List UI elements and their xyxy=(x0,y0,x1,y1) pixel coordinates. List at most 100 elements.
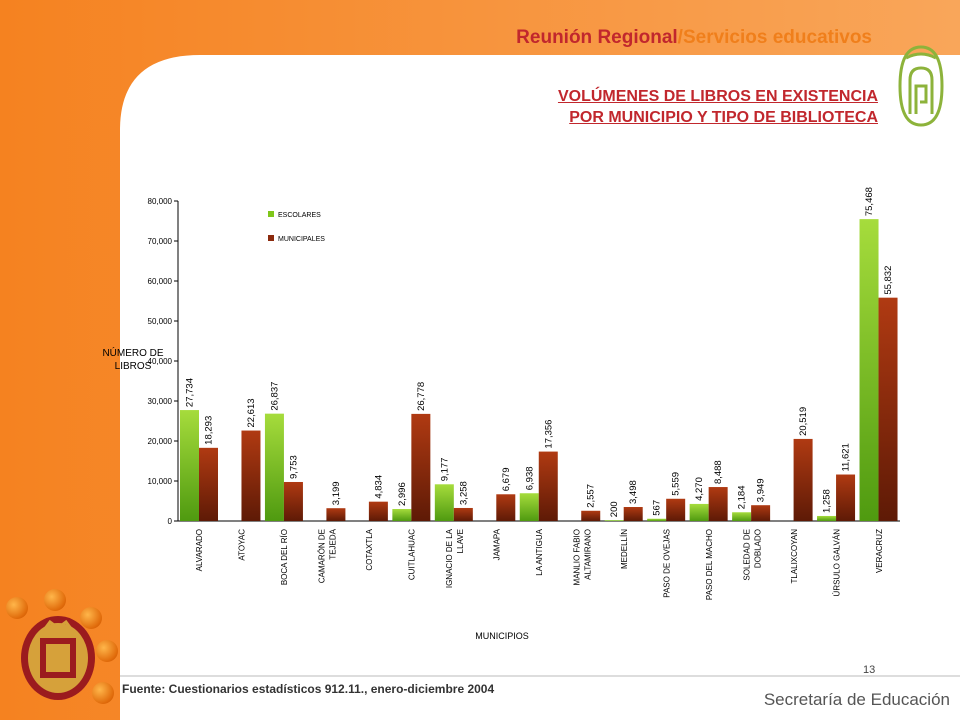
bar-value-label: 1,258 xyxy=(822,489,833,513)
legend-swatch xyxy=(268,211,274,217)
x-tick-label: TEJEDA xyxy=(329,528,338,559)
header-title-part1: Reunión Regional xyxy=(516,27,678,48)
bar-value-label: 9,753 xyxy=(288,455,299,479)
legend-label: ESCOLARES xyxy=(278,212,321,219)
y-tick-label: 70,000 xyxy=(148,237,173,246)
decorative-dot xyxy=(44,589,66,611)
bar-escolares xyxy=(519,493,539,521)
bar-escolares xyxy=(647,518,667,521)
bar-municipales xyxy=(623,507,643,521)
bar-value-label: 2,557 xyxy=(586,484,597,508)
decorative-dot xyxy=(80,607,102,629)
x-tick-label: PASO DEL MACHO xyxy=(705,529,714,600)
y-tick-label: 60,000 xyxy=(148,277,173,286)
bar-value-label: 26,778 xyxy=(416,382,427,411)
bar-value-label: 4,834 xyxy=(373,475,384,499)
x-axis-label: MUNICIPIOS xyxy=(475,631,529,641)
x-tick-label: VERACRUZ xyxy=(875,529,884,573)
bar-municipales xyxy=(241,430,261,521)
bar-value-label: 3,498 xyxy=(628,480,639,504)
chart-title-line1: VOLÚMENES DE LIBROS EN EXISTENCIA xyxy=(557,88,878,105)
bar-value-label: 2,184 xyxy=(737,485,748,509)
chart-title: VOLÚMENES DE LIBROS EN EXISTENCIA POR MU… xyxy=(558,86,878,128)
institution-logo-icon xyxy=(898,45,944,127)
bar-municipales xyxy=(666,498,686,521)
x-tick-label: SOLEDAD DE xyxy=(742,529,751,581)
chart-title-line2: POR MUNICIPIO Y TIPO DE BIBLIOTECA xyxy=(569,109,878,126)
x-tick-label: ALTAMIRANO xyxy=(583,529,592,580)
bar-value-label: 26,837 xyxy=(269,382,280,411)
x-tick-label: ALVARADO xyxy=(195,529,204,571)
bar-chart: 0 10,000 20,000 30,000 40,000 50,000 60,000 70,… xyxy=(102,187,900,641)
bar-escolares xyxy=(264,413,284,521)
bar-escolares xyxy=(392,509,412,521)
x-tick-label: TLALIXCOYAN xyxy=(790,529,799,584)
y-tick-label: 0 xyxy=(168,517,173,526)
x-tick-label: PASO DE OVEJAS xyxy=(662,529,671,598)
page-number: 13 xyxy=(863,664,876,676)
decorative-dot xyxy=(6,597,28,619)
y-tick-label: 10,000 xyxy=(148,477,173,486)
y-tick-label: 20,000 xyxy=(148,437,173,446)
state-seal-icon xyxy=(21,616,95,700)
x-tick-label: MANLIO FABIO xyxy=(572,529,581,585)
decorative-dot xyxy=(92,682,114,704)
bar-municipales xyxy=(538,451,558,521)
x-tick-label: ATOYAC xyxy=(238,529,247,561)
decorative-dot xyxy=(96,640,118,662)
bar-escolares xyxy=(817,515,837,521)
y-axis-label: LIBROS xyxy=(115,361,152,372)
bar-value-label: 200 xyxy=(609,501,620,517)
bar-value-label: 9,177 xyxy=(439,458,450,482)
white-panel xyxy=(120,55,960,720)
bar-municipales xyxy=(708,487,728,521)
x-tick-label: ÚRSULO GALVÁN xyxy=(832,529,841,597)
header-title-part2: Servicios educativos xyxy=(682,27,872,48)
bar-municipales xyxy=(453,507,473,521)
y-tick-label: 40,000 xyxy=(148,357,173,366)
bar-municipales xyxy=(793,438,813,521)
x-tick-label: BOCA DEL RÍO xyxy=(280,529,289,585)
bar-value-label: 8,488 xyxy=(713,460,724,484)
bar-value-label: 75,468 xyxy=(864,187,875,216)
bar-value-label: 27,734 xyxy=(185,378,196,407)
organization-name: Secretaría de Educación xyxy=(763,690,950,709)
bar-value-label: 6,938 xyxy=(524,466,535,490)
bar-value-label: 3,199 xyxy=(331,481,342,505)
bar-municipales xyxy=(411,413,431,521)
bar-municipales xyxy=(368,501,388,521)
bar-value-label: 3,949 xyxy=(756,478,767,502)
bar-escolares xyxy=(604,520,624,521)
x-tick-label: IGNACIO DE LA xyxy=(445,528,454,588)
bar-escolares xyxy=(859,219,879,521)
x-tick-label: DOBLADO xyxy=(753,529,762,568)
bar-escolares xyxy=(180,410,199,521)
bar-value-label: 4,270 xyxy=(694,477,705,501)
bar-value-label: 11,621 xyxy=(841,443,852,471)
y-axis-label: NÚMERO DE xyxy=(102,346,163,359)
bar-value-label: 3,258 xyxy=(458,481,469,505)
y-tick-label: 50,000 xyxy=(148,317,173,326)
bar-value-label: 6,679 xyxy=(501,468,512,492)
bar-municipales xyxy=(326,508,346,521)
legend-label: MUNICIPALES xyxy=(278,236,325,243)
x-tick-label: CAMARÓN DE xyxy=(318,529,327,583)
bar-municipales xyxy=(581,510,601,521)
bar-escolares xyxy=(689,503,709,521)
bar-value-label: 22,613 xyxy=(246,398,257,427)
y-tick-label: 30,000 xyxy=(148,397,173,406)
bar-value-label: 20,519 xyxy=(798,407,809,436)
x-tick-label: LA ANTIGUA xyxy=(535,528,544,575)
bar-municipales xyxy=(199,447,218,521)
source-note: Fuente: Cuestionarios estadísticos 912.1… xyxy=(122,682,495,696)
bar-value-label: 17,356 xyxy=(543,420,554,449)
header-title-separator: / xyxy=(677,27,683,48)
bar-value-label: 567 xyxy=(652,500,663,516)
bar-value-label: 18,293 xyxy=(204,416,215,445)
x-tick-label: CUITLAHUAC xyxy=(408,529,417,580)
bar-municipales xyxy=(878,297,898,521)
x-tick-label: JAMAPA xyxy=(493,528,502,560)
header-title: Reunión Regional/Servicios educativos xyxy=(516,27,872,49)
bar-escolares xyxy=(434,484,454,521)
bar-escolares xyxy=(732,512,752,521)
